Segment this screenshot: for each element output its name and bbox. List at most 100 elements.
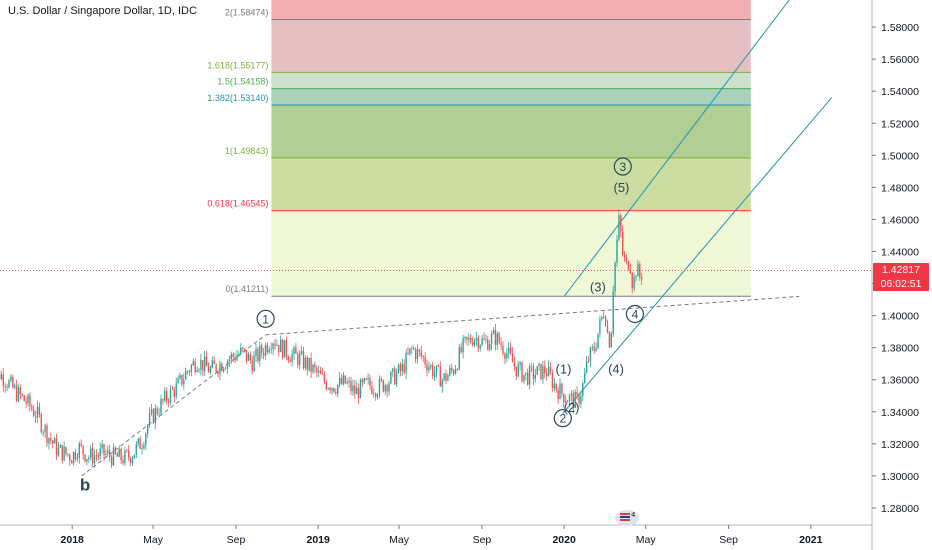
x-tick-label: May xyxy=(389,534,410,546)
candle-body xyxy=(342,375,345,384)
candle-body xyxy=(23,395,25,402)
candle-body xyxy=(604,317,607,326)
candle-body xyxy=(179,374,181,379)
candle-body xyxy=(148,413,151,426)
candle-body xyxy=(228,359,231,362)
candle-body xyxy=(124,450,126,464)
candle-body xyxy=(346,382,348,384)
candle-body xyxy=(84,454,86,462)
candle-body xyxy=(154,408,156,424)
candle-body xyxy=(395,372,398,385)
candle-body xyxy=(57,447,60,456)
candle-body xyxy=(494,329,497,345)
candle-body xyxy=(528,366,531,385)
candle-body xyxy=(262,353,265,356)
wave-circle xyxy=(553,409,572,428)
candle-body xyxy=(156,408,158,415)
candle-body xyxy=(580,396,582,404)
candle-body xyxy=(405,352,407,373)
candle-body xyxy=(264,345,267,356)
candle-body xyxy=(439,366,441,387)
candle-body xyxy=(295,347,297,354)
candle-body xyxy=(390,371,392,384)
candle-body xyxy=(551,373,554,389)
candle-body xyxy=(236,355,238,361)
countdown-tag: 06:02:51 xyxy=(873,277,929,292)
candle-body xyxy=(392,368,394,372)
wave-label: (1) xyxy=(556,361,572,376)
candle-body xyxy=(280,339,282,353)
candle-body xyxy=(441,379,443,387)
candle-body xyxy=(238,353,240,356)
candle-body xyxy=(190,365,193,373)
candle-body xyxy=(110,456,113,466)
candle-body xyxy=(532,366,535,379)
candle-body xyxy=(354,385,356,395)
candle-body xyxy=(289,360,291,363)
candle-body xyxy=(266,345,269,353)
candle-body xyxy=(299,353,301,365)
candle-body xyxy=(623,254,626,258)
candle-body xyxy=(620,215,622,232)
time-axis xyxy=(0,525,932,550)
fib-level-label: 2(1.58474) xyxy=(225,7,269,17)
y-tick-label: 1.56000 xyxy=(881,54,919,66)
candle-body xyxy=(181,374,183,385)
candle-body xyxy=(422,356,424,357)
fib-zone xyxy=(271,104,751,158)
x-tick-label: 2019 xyxy=(307,534,331,546)
candle-body xyxy=(101,444,103,449)
candle-body xyxy=(129,457,132,463)
candle-body xyxy=(46,425,48,444)
candle-body xyxy=(316,367,318,373)
candle-body xyxy=(625,257,628,262)
candle-body xyxy=(133,454,136,459)
candle-body xyxy=(261,345,263,354)
candle-body xyxy=(71,460,73,464)
candle-body xyxy=(534,374,536,379)
candle-body xyxy=(593,346,595,351)
wave-circle xyxy=(625,304,645,324)
candle-body xyxy=(25,401,27,404)
candle-body xyxy=(53,438,56,444)
candle-body xyxy=(221,363,223,372)
candle-body xyxy=(72,452,75,464)
candle-body xyxy=(126,450,128,452)
candle-body xyxy=(369,378,371,386)
candle-body xyxy=(587,361,590,362)
candle-body xyxy=(519,362,521,365)
candle-body xyxy=(373,393,375,395)
candle-body xyxy=(0,374,3,380)
candle-body xyxy=(329,388,331,391)
candle-body xyxy=(90,448,92,458)
y-tick-label: 1.38000 xyxy=(881,343,919,355)
candle-body xyxy=(36,406,39,418)
candle-body xyxy=(55,438,58,456)
candle-body xyxy=(492,329,495,334)
y-tick-label: 1.36000 xyxy=(881,375,919,387)
candle-body xyxy=(204,356,206,372)
candle-body xyxy=(230,353,232,360)
candle-body xyxy=(188,371,191,373)
candle-body xyxy=(215,364,217,372)
tradingview-flag-icon[interactable]: 4 xyxy=(614,509,640,527)
candle-body xyxy=(416,349,419,359)
candle-body xyxy=(15,385,18,401)
candle-body xyxy=(527,372,529,385)
candle-body xyxy=(378,378,381,395)
candle-body xyxy=(173,389,175,397)
candle-body xyxy=(618,215,620,240)
candle-body xyxy=(517,364,519,377)
candle-body xyxy=(116,453,118,457)
candle-body xyxy=(572,393,574,409)
x-tick-label: 2018 xyxy=(61,534,85,546)
candle-body xyxy=(158,413,160,415)
candle-body xyxy=(464,336,466,339)
candle-body xyxy=(397,364,400,373)
wave-label: 1 xyxy=(262,312,269,326)
candle-body xyxy=(530,366,533,367)
candle-body xyxy=(304,357,307,369)
candle-body xyxy=(513,362,516,367)
